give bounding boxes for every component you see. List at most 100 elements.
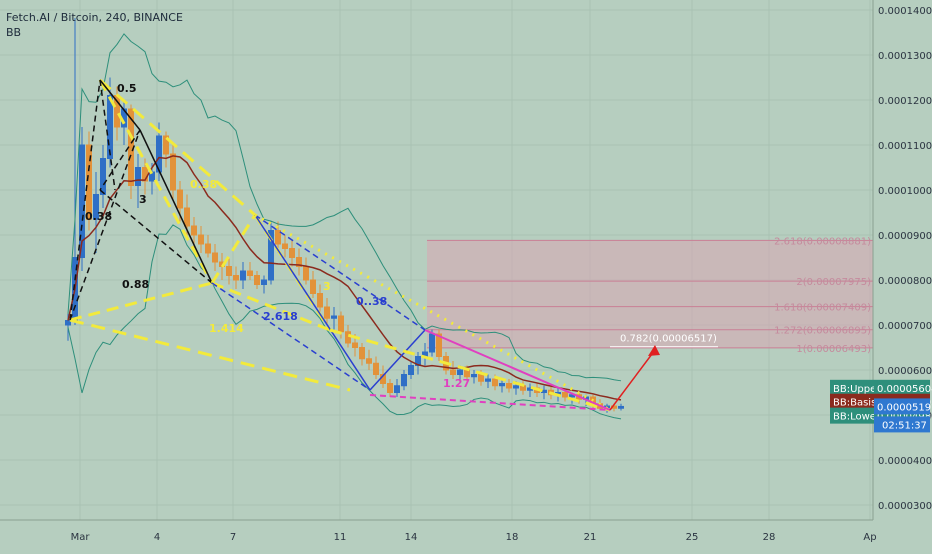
harmonic-leg <box>139 129 213 284</box>
pattern-annotation: 3 <box>139 193 147 206</box>
last-price-box <box>874 398 930 415</box>
candle-down <box>289 248 295 258</box>
candle-down <box>275 230 281 245</box>
bb-upper-line <box>67 33 622 382</box>
bb-upper-tag-label: BB:Upper <box>833 384 881 395</box>
candle-up <box>261 279 267 285</box>
bb-basis-tag-label: BB:Basis <box>833 398 876 409</box>
candle-up <box>268 230 274 281</box>
candle-up <box>394 385 400 393</box>
candle-up <box>457 369 463 375</box>
candle-down <box>282 243 288 249</box>
breakout-arrowhead <box>648 345 660 356</box>
pattern-annotation: 0.5 <box>117 82 137 95</box>
indicator-label[interactable]: BB <box>6 26 22 39</box>
candle-down <box>296 257 302 267</box>
candle-down <box>359 347 365 360</box>
harmonic-leg <box>98 79 214 284</box>
harmonic-leg <box>69 318 351 392</box>
price-axis-tick: 0.00014000 <box>878 6 932 17</box>
candle-up <box>240 270 246 281</box>
candle-up <box>429 333 435 353</box>
candle-up <box>100 158 106 195</box>
time-axis-tick: 18 <box>506 532 519 543</box>
candle-down <box>345 331 351 344</box>
countdown-timer: 02:51:37 <box>882 420 927 431</box>
fib-level-label: 1.618(0.00007409) <box>774 303 871 314</box>
fib-level-label: 2(0.00007975) <box>796 277 871 288</box>
candle-down <box>198 234 204 245</box>
pattern-drawings <box>69 78 660 412</box>
harmonic-leg <box>69 281 213 322</box>
harmonic-leg <box>99 79 141 131</box>
harmonic-leg <box>99 189 213 284</box>
candle-down <box>373 362 379 375</box>
wedge-bottom <box>369 394 611 411</box>
chart-legend: Fetch.AI / Bitcoin, 240, BINANCE BB <box>6 10 183 40</box>
candle-down <box>163 135 169 155</box>
last-price-value: 0.00005191 <box>877 402 932 413</box>
candle-down <box>177 189 183 209</box>
candle-up <box>499 383 505 387</box>
pattern-annotation: 1.27 <box>443 377 470 390</box>
time-axis-tick: 21 <box>584 532 597 543</box>
candle-down <box>506 383 512 389</box>
pattern-annotation: 0..38 <box>356 295 387 308</box>
candle-down <box>233 275 239 281</box>
fib-level-label: 2.618(0.00008881) <box>774 236 871 247</box>
candle-down <box>205 243 211 254</box>
candle-up <box>135 167 141 186</box>
candle-down <box>387 383 393 393</box>
harmonic-leg <box>69 79 101 321</box>
time-axis-tick: 11 <box>334 532 347 543</box>
pattern-annotation: 0.88 <box>122 278 149 291</box>
bb-lower-tag-label: BB:Lower <box>833 412 881 423</box>
time-axis-tick: 4 <box>154 532 160 543</box>
bb-lower-tag-label-box <box>830 407 874 424</box>
candle-up <box>569 394 575 398</box>
candle-up <box>79 144 85 258</box>
candle-down <box>317 293 323 308</box>
candle-up <box>618 405 624 409</box>
time-axis-tick: Mar <box>71 532 91 543</box>
candle-up <box>408 365 414 375</box>
countdown-box <box>874 416 930 433</box>
pattern-annotation: 0.38 <box>190 178 217 191</box>
wedge-top <box>424 329 611 411</box>
symbol-title[interactable]: Fetch.AI / Bitcoin, 240, BINANCE <box>6 11 183 24</box>
candle-down <box>212 252 218 263</box>
candle-down <box>247 270 253 276</box>
bb-basis-tag-label-box <box>830 393 874 410</box>
harmonic-leg <box>99 78 256 217</box>
candle-down <box>324 306 330 319</box>
target-label: 0.782(0.00006517) <box>620 334 717 345</box>
bb-basis-line <box>67 155 622 401</box>
candle-down <box>436 333 442 357</box>
candle-up <box>401 374 407 387</box>
candle-down <box>254 275 260 285</box>
candle-down <box>191 225 197 236</box>
pattern-annotation: 2.618 <box>263 310 298 323</box>
harmonic-leg <box>99 79 116 191</box>
candle-down <box>310 279 316 294</box>
candle-down <box>86 144 92 220</box>
resistance-dots <box>254 213 611 412</box>
candle-up <box>93 194 99 220</box>
candle-down <box>562 392 568 398</box>
harmonic-leg <box>211 282 371 391</box>
time-axis-tick: 7 <box>230 532 236 543</box>
candle-down <box>226 266 232 276</box>
